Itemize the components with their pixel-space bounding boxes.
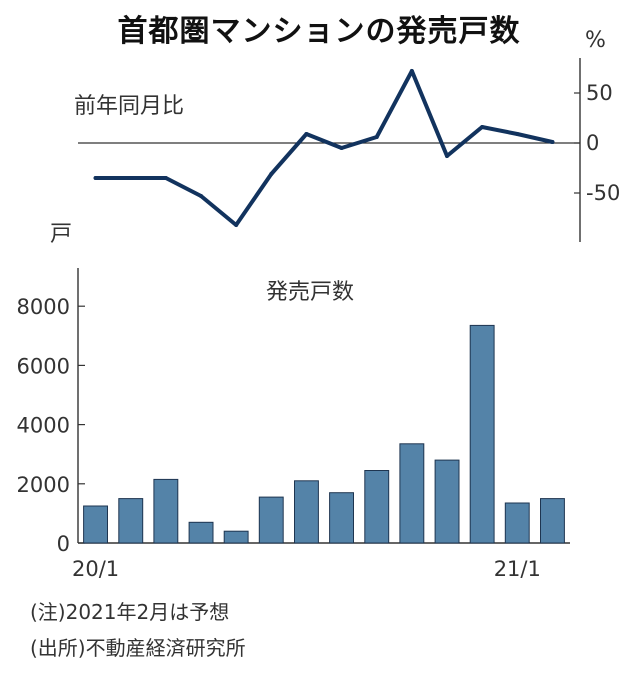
bar-20-10	[399, 443, 425, 544]
bar-y-tick-label: 0	[57, 532, 70, 556]
yoy-data-point	[269, 172, 274, 176]
yoy-data-point	[304, 132, 309, 136]
bar-x-tick-label: 20/1	[72, 557, 119, 581]
yoy-data-point	[163, 176, 168, 180]
bar-20-9	[364, 470, 390, 544]
yoy-data-point	[128, 176, 133, 180]
bar-chart-title: 発売戸数	[266, 280, 355, 305]
bar-x-tick-label: 21/1	[494, 557, 541, 581]
bar-20-8	[329, 492, 355, 544]
note-source: (出所)不動産経済研究所	[30, 636, 246, 660]
yoy-data-point	[339, 146, 344, 150]
bar-20-5	[223, 530, 249, 544]
notes: (注)2021年2月は予想 (出所)不動産経済研究所	[30, 594, 246, 666]
line-chart-title: 前年同月比	[74, 94, 185, 119]
bar-20-3	[153, 478, 179, 544]
bar-21-1	[504, 502, 530, 544]
chart-title: 首都圏マンションの発売戸数	[117, 14, 521, 49]
line-y-tick-label: 50	[586, 81, 613, 105]
bar-y-tick-label: 2000	[17, 473, 70, 497]
yoy-data-point	[515, 132, 520, 136]
note-forecast: (注)2021年2月は予想	[30, 600, 230, 624]
yoy-data-point	[445, 154, 449, 158]
line-y-tick-label: 0	[586, 131, 599, 155]
bar-20-2	[118, 498, 144, 544]
yoy-data-point	[93, 176, 98, 180]
bar-20-1	[83, 505, 108, 544]
yoy-data-point	[234, 223, 239, 227]
bar-y-tick-label: 6000	[17, 354, 70, 378]
line-y-unit: %	[585, 28, 606, 53]
yoy-data-point	[550, 140, 555, 144]
bar-y-tick-label: 8000	[17, 295, 70, 319]
line-y-tick-label: -50	[586, 181, 620, 205]
yoy-data-point	[480, 125, 485, 129]
bar-20-7	[294, 480, 319, 544]
bar-20-12	[469, 324, 495, 544]
bar-y-unit: 戸	[50, 222, 73, 247]
yoy-data-point	[409, 69, 414, 73]
bar-21-2	[540, 498, 565, 544]
bar-20-6	[258, 496, 284, 544]
yoy-line-series	[93, 69, 555, 227]
bar-20-4	[188, 521, 214, 544]
yoy-data-point	[374, 135, 379, 139]
yoy-data-point	[199, 194, 203, 198]
bar-y-tick-label: 4000	[17, 414, 70, 438]
bar-20-11	[434, 459, 460, 544]
